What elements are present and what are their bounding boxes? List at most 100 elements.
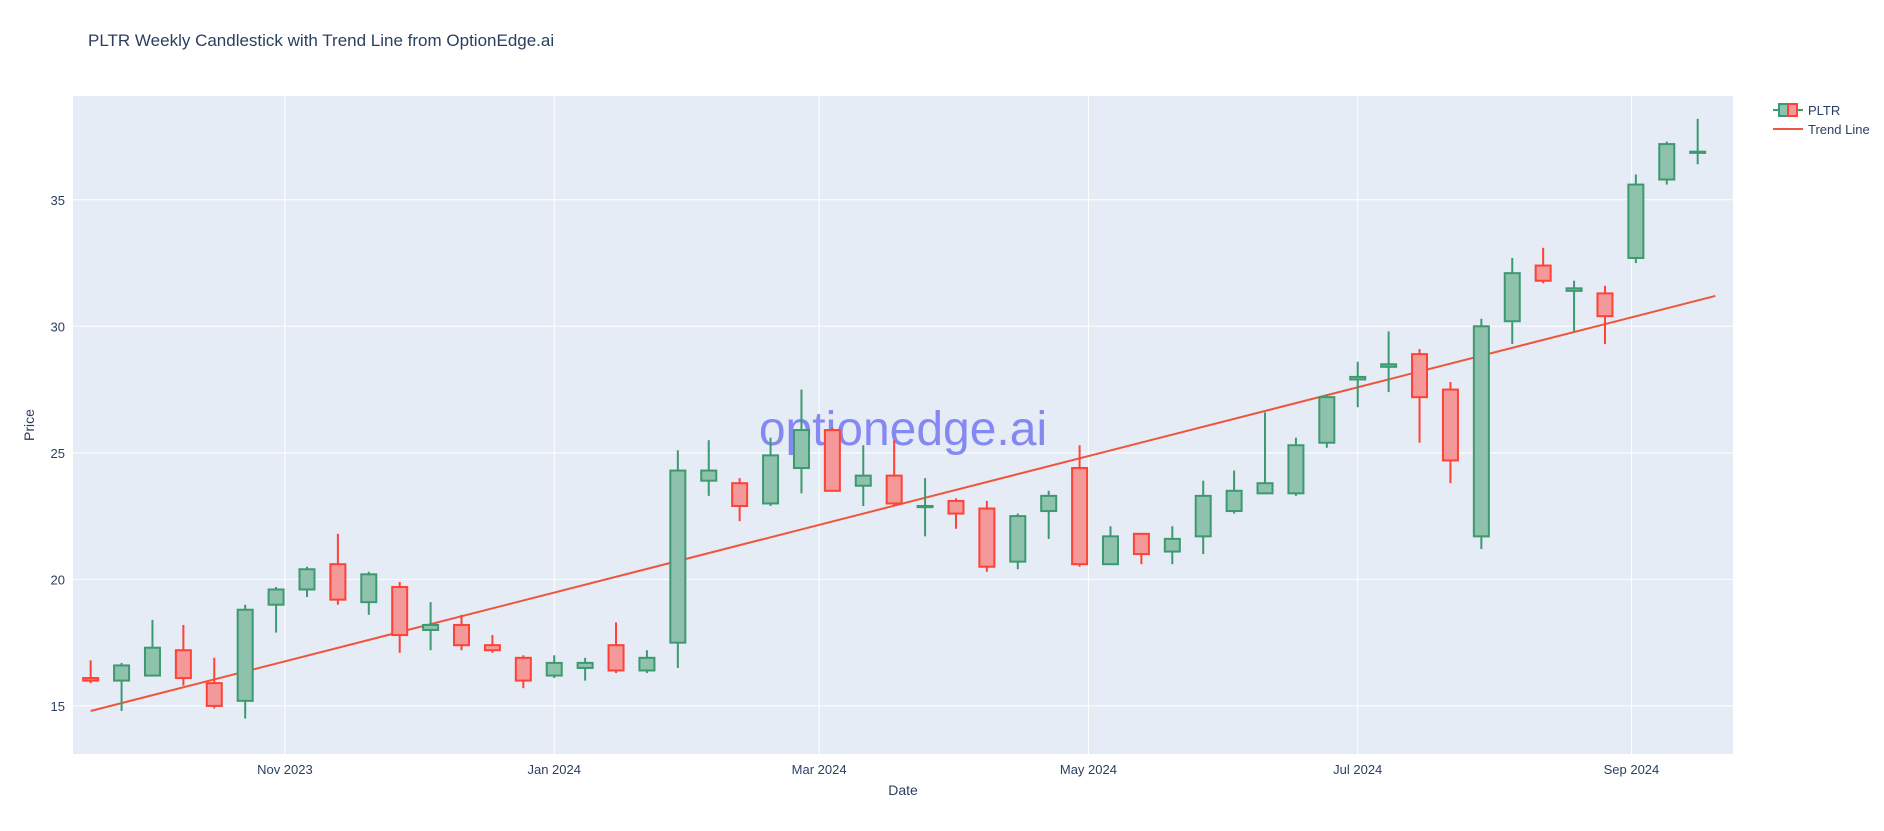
candle-body	[298, 568, 316, 591]
candle-body	[483, 644, 501, 652]
candle	[1102, 526, 1119, 566]
candle-body	[360, 573, 378, 604]
candle	[298, 566, 316, 598]
candle	[1009, 513, 1027, 570]
candle-body	[82, 677, 100, 682]
candle	[700, 440, 718, 496]
candle-body	[1596, 292, 1614, 318]
legend: PLTR Trend Line	[1773, 103, 1870, 137]
grid	[73, 96, 1733, 754]
candle-body	[1256, 482, 1274, 495]
candle-body	[1349, 375, 1367, 381]
candle-body	[576, 661, 594, 669]
candle	[143, 619, 161, 677]
candle	[1256, 412, 1274, 495]
candle-body	[700, 469, 718, 482]
candle	[1689, 118, 1707, 165]
candle-body	[1411, 353, 1429, 399]
candle	[1040, 490, 1058, 539]
candle	[113, 662, 131, 711]
candle-body	[823, 429, 841, 492]
candle	[823, 427, 841, 492]
candle	[885, 440, 903, 506]
candle	[1627, 174, 1645, 264]
axes: 15 20 25 30 35 Nov 2023 Jan 2024 Mar 2024 May 20…	[51, 193, 1660, 777]
legend-pltr-swatch-up	[1778, 103, 1789, 117]
x-tick-label: Jan 2024	[527, 762, 581, 777]
trend-line	[90, 294, 1716, 712]
candle	[453, 614, 471, 651]
candle	[1441, 381, 1459, 484]
candle-body	[978, 507, 996, 568]
candle	[329, 533, 347, 605]
candle	[82, 660, 100, 684]
legend-pltr-label: PLTR	[1808, 103, 1840, 118]
candle-body	[1318, 396, 1336, 444]
candle	[1380, 331, 1398, 393]
candle	[916, 478, 934, 537]
candle-body	[762, 454, 780, 505]
candle-body	[1565, 287, 1583, 292]
candle-body	[113, 664, 131, 682]
candle	[267, 586, 285, 633]
candle-body	[638, 656, 656, 672]
x-tick-label: May 2024	[1060, 762, 1117, 777]
candle	[1132, 532, 1150, 565]
candle	[854, 445, 872, 506]
candle	[1565, 280, 1583, 332]
candle-body	[1534, 264, 1552, 282]
candle-body	[391, 585, 409, 637]
candle	[978, 500, 996, 572]
candle-body	[1689, 150, 1707, 154]
candle	[947, 498, 965, 529]
candle	[1658, 141, 1676, 185]
legend-item-pltr[interactable]: PLTR	[1773, 103, 1840, 118]
candle-body	[854, 474, 872, 487]
candle	[762, 437, 780, 506]
candle-body	[607, 644, 625, 672]
candle-body	[545, 661, 563, 677]
candle-body	[422, 623, 440, 631]
candle-body	[916, 504, 934, 509]
candle	[1472, 318, 1490, 550]
candle-body	[329, 563, 347, 601]
candle-body	[1627, 183, 1645, 259]
candle-body	[1009, 515, 1027, 563]
candle	[1225, 470, 1243, 514]
candle-body	[669, 469, 687, 644]
legend-trend-label: Trend Line	[1808, 122, 1870, 137]
candle-body	[1102, 535, 1119, 566]
y-tick-label: 30	[51, 319, 65, 334]
candlestick-series	[82, 118, 1707, 719]
candle-body	[1441, 388, 1459, 462]
candle-body	[731, 482, 749, 507]
candle	[360, 571, 378, 615]
candle-body	[205, 682, 223, 707]
candle	[1318, 394, 1336, 448]
x-tick-label: Mar 2024	[792, 762, 847, 777]
y-tick-label: 15	[51, 699, 65, 714]
candle-body	[1287, 444, 1305, 495]
x-axis-label: Date	[888, 782, 918, 798]
candle	[638, 650, 656, 674]
candle	[792, 389, 810, 494]
candle	[576, 657, 594, 681]
candle-body	[792, 429, 810, 470]
candle	[514, 655, 532, 689]
trend-series	[90, 294, 1716, 712]
candle-body	[1225, 489, 1243, 513]
y-tick-label: 25	[51, 446, 65, 461]
candle-body	[1380, 363, 1398, 368]
candle	[236, 604, 254, 719]
candle-body	[1040, 494, 1058, 513]
candle-body	[1194, 494, 1212, 538]
candle	[1163, 526, 1181, 565]
candle-body	[267, 588, 285, 606]
candle-body	[514, 656, 532, 682]
legend-item-trend-line[interactable]: Trend Line	[1773, 122, 1870, 137]
candle	[669, 450, 687, 668]
candle	[174, 624, 192, 686]
candle	[1503, 257, 1521, 345]
